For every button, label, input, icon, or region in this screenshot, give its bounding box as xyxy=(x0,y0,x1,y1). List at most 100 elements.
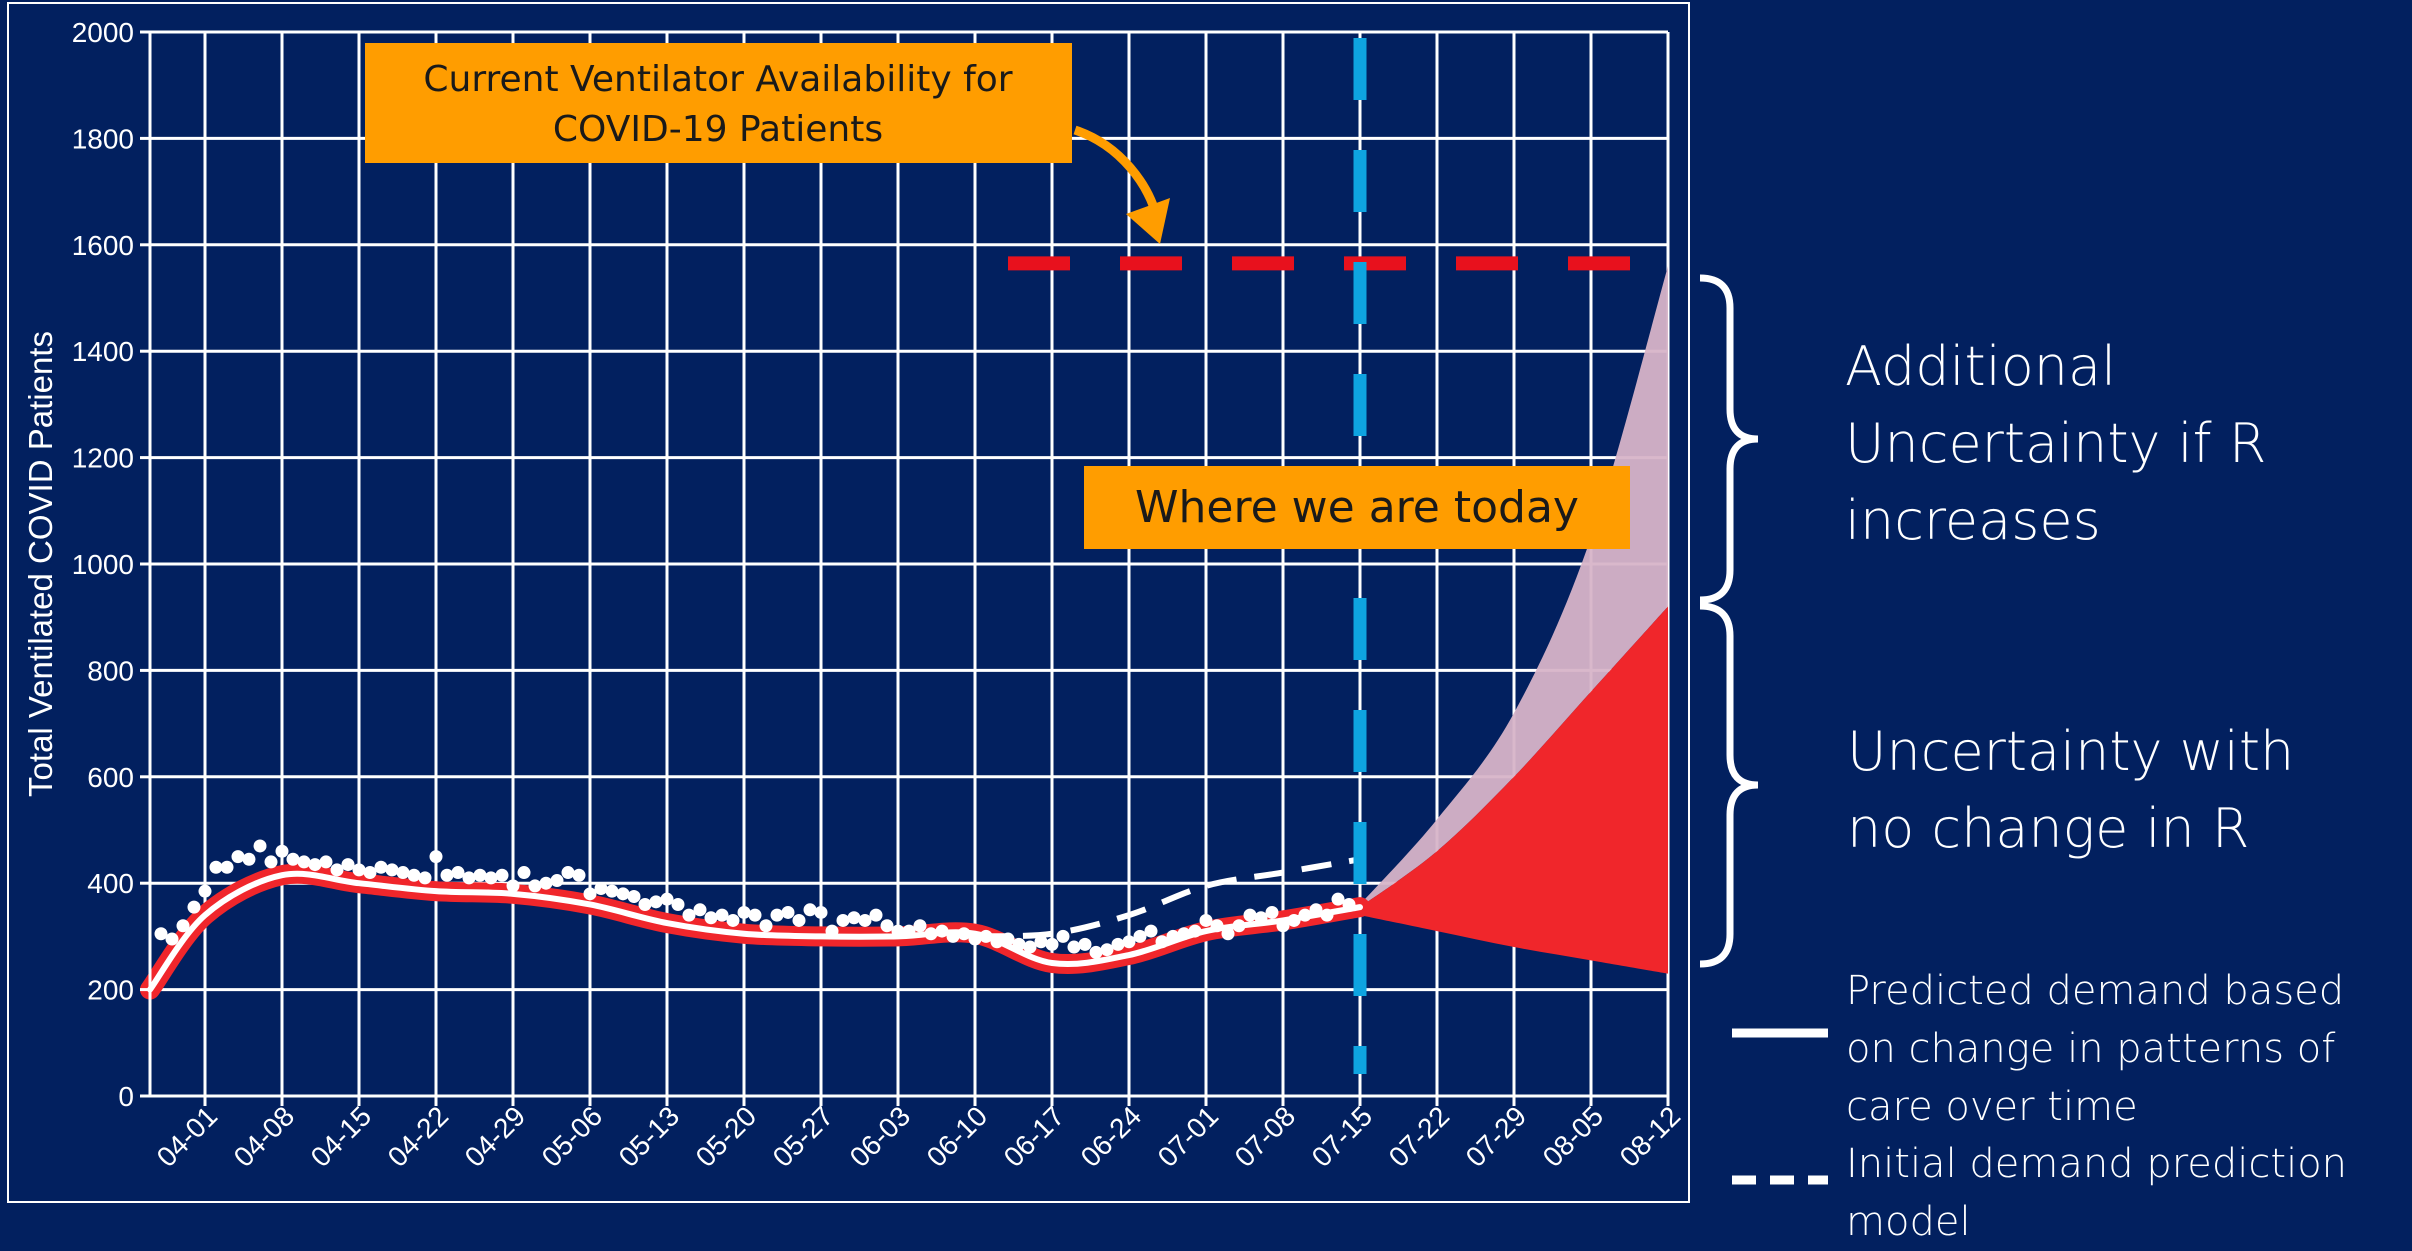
observed-point xyxy=(869,908,883,922)
observed-point xyxy=(341,858,355,872)
observed-point xyxy=(561,866,575,880)
annotations: Current Ventilator Availability for COVID… xyxy=(365,43,1630,549)
observed-point xyxy=(1342,897,1356,911)
observed-point xyxy=(418,871,432,885)
observed-point xyxy=(264,855,278,869)
reference-lines xyxy=(1008,38,1668,1074)
observed-point xyxy=(209,860,223,874)
x-tick-label: 05-27 xyxy=(767,1100,840,1173)
observed-point xyxy=(649,895,663,909)
observed-points xyxy=(154,839,1356,959)
band-r-increase xyxy=(1360,266,1668,908)
observed-point xyxy=(1265,905,1279,919)
brackets xyxy=(1699,274,1759,968)
observed-point xyxy=(363,866,377,880)
observed-point xyxy=(231,850,245,864)
observed-point xyxy=(1111,937,1125,951)
observed-point xyxy=(693,903,707,917)
observed-point xyxy=(638,897,652,911)
observed-point xyxy=(748,908,762,922)
observed-point xyxy=(880,919,894,933)
observed-point xyxy=(506,879,520,893)
bracket-r-increase xyxy=(1699,274,1759,604)
observed-point xyxy=(1232,919,1246,933)
x-tick-label: 07-01 xyxy=(1152,1100,1225,1173)
y-tick-label: 2000 xyxy=(72,17,134,48)
uncertainty-bands xyxy=(1360,266,1668,974)
x-tick-label: 04-15 xyxy=(305,1100,378,1173)
observed-point xyxy=(352,863,366,877)
observed-point xyxy=(198,884,212,898)
observed-point xyxy=(847,911,861,925)
observed-point xyxy=(671,897,685,911)
x-tick-label: 06-17 xyxy=(998,1100,1071,1173)
x-tick-label: 05-20 xyxy=(690,1100,763,1173)
observed-point xyxy=(616,887,630,901)
predicted-demand-line xyxy=(147,870,1363,993)
x-tick-label: 06-10 xyxy=(921,1100,994,1173)
observed-point xyxy=(1045,937,1059,951)
observed-point xyxy=(1100,943,1114,957)
observed-point xyxy=(1199,913,1213,927)
observed-point xyxy=(374,860,388,874)
x-tick-label: 06-24 xyxy=(1075,1100,1148,1173)
observed-point xyxy=(517,866,531,880)
observed-point xyxy=(1089,945,1103,959)
observed-point xyxy=(550,874,564,888)
x-tick-label: 07-15 xyxy=(1306,1100,1379,1173)
observed-point xyxy=(396,866,410,880)
observed-point xyxy=(275,844,289,858)
observed-point xyxy=(1155,935,1169,949)
y-tick-label: 0 xyxy=(118,1081,134,1112)
observed-point xyxy=(440,868,454,882)
y-tick-label: 1600 xyxy=(72,230,134,261)
observed-point xyxy=(891,924,905,938)
y-tick-label: 1400 xyxy=(72,336,134,367)
observed-point xyxy=(660,892,674,906)
observed-point xyxy=(1056,929,1070,943)
observed-point xyxy=(462,871,476,885)
observed-point xyxy=(1210,919,1224,933)
observed-point xyxy=(1254,911,1268,925)
uncertainty-r-increase-label: Additional Uncertainty if R increases xyxy=(1845,335,2267,552)
observed-point xyxy=(1001,932,1015,946)
observed-point xyxy=(737,905,751,919)
observed-point xyxy=(682,908,696,922)
grid xyxy=(7,2,1690,1203)
observed-point xyxy=(407,868,421,882)
observed-point xyxy=(308,858,322,872)
observed-point xyxy=(968,932,982,946)
observed-point xyxy=(473,868,487,882)
availability-arrow-head xyxy=(1126,198,1170,244)
observed-point xyxy=(979,929,993,943)
observed-point xyxy=(429,850,443,864)
x-tick-label: 05-06 xyxy=(536,1100,609,1173)
observed-point xyxy=(1023,940,1037,954)
observed-point xyxy=(1144,924,1158,938)
observed-point xyxy=(792,913,806,927)
observed-point xyxy=(715,908,729,922)
observed-point xyxy=(187,900,201,914)
observed-point xyxy=(627,890,641,903)
x-tick-label: 08-05 xyxy=(1537,1100,1610,1173)
observed-point xyxy=(1012,937,1026,951)
observed-point xyxy=(913,919,927,933)
uncertainty-no-change-label: Uncertainty with no change in R xyxy=(1847,720,2295,860)
y-tick-label: 800 xyxy=(87,655,134,686)
bracket-no-change xyxy=(1699,602,1759,968)
availability-annotation-box xyxy=(365,43,1072,163)
x-tick-label: 07-22 xyxy=(1383,1100,1456,1173)
observed-point xyxy=(836,913,850,927)
observed-point xyxy=(319,855,333,869)
observed-point xyxy=(924,927,938,941)
legend-predicted-label: Predicted demand based on change in patt… xyxy=(1846,968,2345,1130)
observed-point xyxy=(484,871,498,885)
observed-point xyxy=(385,863,399,877)
observed-point xyxy=(946,929,960,943)
today-annotation-text: Where we are today xyxy=(1135,482,1579,533)
observed-point xyxy=(253,839,267,853)
observed-point xyxy=(165,932,179,946)
x-tick-label: 04-08 xyxy=(228,1100,301,1173)
observed-point xyxy=(1034,935,1048,949)
